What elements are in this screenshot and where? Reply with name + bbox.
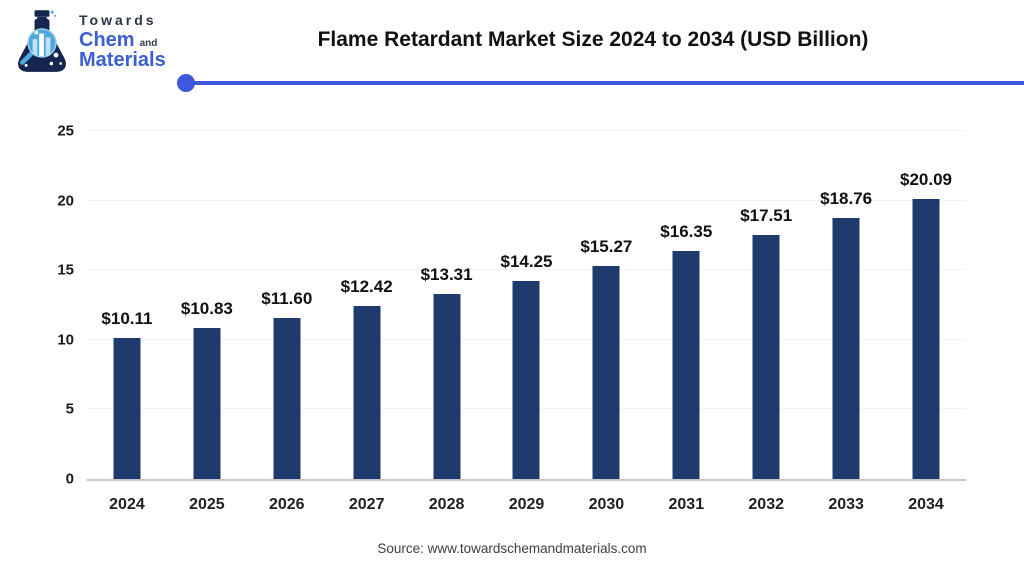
bar <box>672 251 700 479</box>
bar-value-label: $14.25 <box>500 251 553 271</box>
bar <box>512 280 540 479</box>
bar-group: $10.83 2025 <box>167 131 247 512</box>
brand-logo-text: Towards Chem and Materials <box>79 13 166 70</box>
bar-value-label: $12.42 <box>340 277 393 297</box>
gridline <box>87 130 966 131</box>
bar-group: $18.76 2033 <box>806 131 886 513</box>
brand-logo: Towards Chem and Materials <box>14 8 166 76</box>
bar-value-label: $11.60 <box>261 288 313 308</box>
bar <box>353 306 381 479</box>
logo-word-and: and <box>139 37 158 49</box>
x-axis-tick-label: 2027 <box>348 496 385 513</box>
bar-group: $20.09 2034 <box>886 131 966 512</box>
bar-group: $15.27 2030 <box>566 131 646 512</box>
source-attribution: Source: www.towardschemandmaterials.com <box>377 541 647 556</box>
bar <box>273 317 301 479</box>
x-axis-tick-label: 2028 <box>428 496 465 513</box>
x-axis-tick-label: 2034 <box>908 496 944 513</box>
x-axis-tick-label: 2032 <box>748 496 784 513</box>
logo-word-chem: Chem and <box>79 28 158 51</box>
y-axis-tick-label: 20 <box>57 192 74 210</box>
bar <box>193 328 221 479</box>
x-axis-tick-label: 2029 <box>508 496 545 513</box>
bar-group: $17.51 2032 <box>726 131 806 512</box>
plot-area: $10.11 2024 $10.83 2025 $11.60 2026 $12.42 2027… <box>87 130 966 513</box>
title-underline-dot <box>177 74 195 92</box>
title-underline <box>186 81 1024 85</box>
x-axis-tick-label: 2030 <box>588 496 625 513</box>
y-axis: 0 5 10 15 20 25 <box>30 124 74 487</box>
bar <box>752 235 780 479</box>
bar-value-label: $16.35 <box>660 222 713 242</box>
x-axis-tick-label: 2024 <box>109 496 145 513</box>
bar-value-label: $15.27 <box>580 237 633 257</box>
bar-value-label: $17.51 <box>740 206 793 226</box>
bar <box>832 217 860 479</box>
bar-group: $11.60 2026 <box>247 131 327 513</box>
bar-group: $12.42 2027 <box>327 131 407 512</box>
bar-group: $14.25 2029 <box>487 131 567 513</box>
bar-value-label: $18.76 <box>820 188 873 208</box>
bar <box>113 338 141 479</box>
logo-word-towards: Towards <box>79 12 157 29</box>
page-title: Flame Retardant Market Size 2024 to 2034… <box>317 28 869 51</box>
bar <box>433 293 461 479</box>
y-axis-tick-label: 25 <box>57 122 74 140</box>
x-axis-tick-label: 2025 <box>189 496 225 513</box>
y-axis-tick-label: 15 <box>57 261 74 279</box>
x-axis-tick-label: 2033 <box>828 496 864 513</box>
bar <box>912 199 940 479</box>
flask-logo-icon <box>18 10 66 72</box>
bar-group: $10.11 2024 <box>87 131 167 512</box>
bar <box>592 266 620 479</box>
y-axis-tick-label: 10 <box>57 331 74 349</box>
bar-value-label: $10.11 <box>101 309 153 329</box>
bar-value-label: $20.09 <box>900 170 953 190</box>
gridline <box>87 269 966 271</box>
gridline <box>87 199 966 201</box>
bar-value-label: $10.83 <box>180 299 233 319</box>
bar-group: $13.31 2028 <box>407 131 487 513</box>
bar-group: $16.35 2031 <box>646 131 726 512</box>
y-axis-tick-label: 5 <box>65 400 74 418</box>
logo-word-materials: Materials <box>79 49 166 72</box>
x-axis-tick-label: 2026 <box>268 496 305 513</box>
bar-value-label: $13.31 <box>420 264 473 284</box>
x-axis-tick-label: 2031 <box>668 496 705 513</box>
y-axis-tick-label: 0 <box>65 470 74 488</box>
